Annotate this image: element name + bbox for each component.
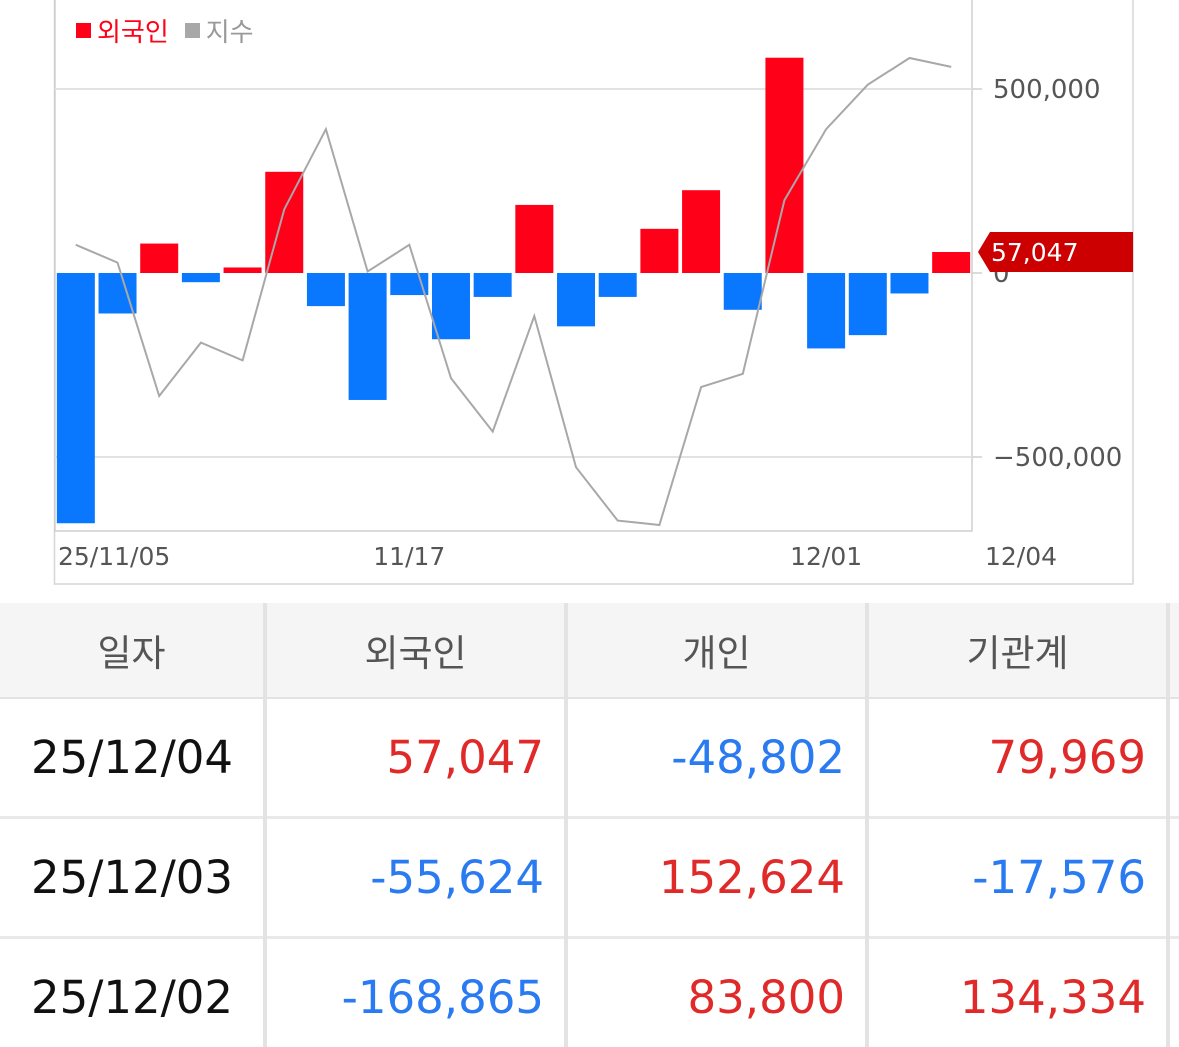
last-value-label: 57,047 <box>991 238 1078 267</box>
plot-area <box>54 0 973 532</box>
y-tick-label: 500,000 <box>993 75 1101 105</box>
bar <box>890 273 929 294</box>
legend-swatch-foreign <box>76 23 91 38</box>
x-tick-label: 12/01 <box>790 542 862 571</box>
legend-label-index: 지수 <box>205 18 254 48</box>
legend-item-foreign: 외국인 <box>76 12 169 49</box>
table-row[interactable]: 25/12/02 -168,865 83,800 134,334 <box>0 937 1179 1047</box>
cell-date: 25/12/02 <box>0 937 267 1047</box>
bar <box>598 273 637 297</box>
chart-legend: 외국인 지수 <box>76 12 270 49</box>
table-header-row: 일자 외국인 개인 기관계 <box>0 603 1179 699</box>
cell-date: 25/12/03 <box>0 817 267 939</box>
bar <box>515 204 554 273</box>
cell-individual: 152,624 <box>566 817 869 939</box>
cell-date: 25/12/04 <box>0 698 267 819</box>
cell-overflow <box>1168 817 1179 939</box>
legend-swatch-index <box>184 23 200 38</box>
legend-label-foreign: 외국인 <box>97 18 169 48</box>
cell-individual: -48,802 <box>566 698 869 819</box>
last-value-marker <box>978 232 1133 273</box>
table-row[interactable]: 25/12/04 57,047 -48,802 79,969 <box>0 698 1179 819</box>
bar <box>348 273 387 400</box>
cell-overflow <box>1168 698 1179 819</box>
cell-individual: 83,800 <box>566 937 869 1047</box>
header-institution[interactable]: 기관계 <box>867 603 1170 699</box>
legend-item-index: 지수 <box>184 12 254 49</box>
investor-table: 일자 외국인 개인 기관계 25/12/04 57,047 -48,802 79,96… <box>0 603 1179 1047</box>
bar <box>807 273 846 349</box>
cell-institution: 79,969 <box>867 698 1170 819</box>
bar <box>932 252 971 273</box>
investor-chart: 500,000 0 −500,000 25/11/05 11/17 12/01 12/04 5… <box>53 0 1134 585</box>
bar <box>56 273 95 524</box>
bar <box>306 273 345 307</box>
cell-foreign: -55,624 <box>265 817 568 939</box>
cell-institution: -17,576 <box>867 817 1170 939</box>
index-line <box>75 56 952 527</box>
bar <box>723 273 762 310</box>
cell-foreign: 57,047 <box>265 698 568 819</box>
bar <box>848 273 887 336</box>
cell-foreign: -168,865 <box>265 937 568 1047</box>
cell-institution: 134,334 <box>867 937 1170 1047</box>
bar <box>181 273 220 283</box>
bar <box>557 273 596 327</box>
bar <box>473 273 512 297</box>
header-individual[interactable]: 개인 <box>566 603 869 699</box>
x-tick-label: 12/04 <box>985 542 1057 571</box>
bar <box>682 190 721 273</box>
header-foreign[interactable]: 외국인 <box>265 603 568 699</box>
bar <box>640 228 679 273</box>
bar <box>765 57 804 273</box>
table-row[interactable]: 25/12/03 -55,624 152,624 -17,576 <box>0 817 1179 939</box>
bar <box>140 243 179 273</box>
x-tick-label: 25/11/05 <box>58 542 170 571</box>
bar <box>223 267 262 273</box>
cell-overflow <box>1168 937 1179 1047</box>
bar <box>98 273 137 314</box>
header-date[interactable]: 일자 <box>0 603 267 699</box>
x-tick-label: 11/17 <box>373 542 445 571</box>
bar <box>431 273 470 340</box>
header-overflow <box>1168 603 1179 699</box>
y-tick-label: −500,000 <box>993 443 1122 473</box>
